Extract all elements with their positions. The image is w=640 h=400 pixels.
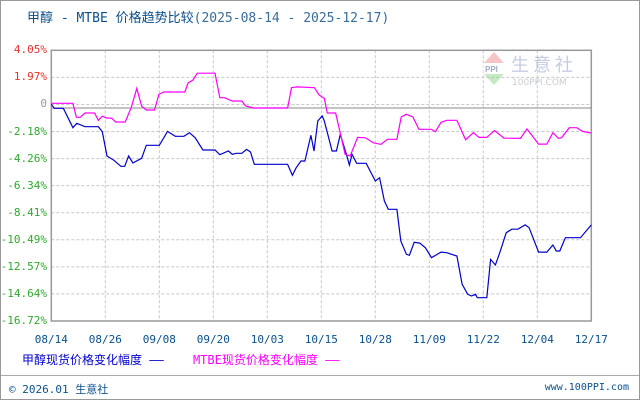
title-date-range: (2025-08-14 - 2025-12-17) [193,11,390,26]
y-tick-label: -16.72% [0,314,47,327]
x-tick-label: 09/20 [196,333,230,346]
legend-series2: MTBE现货价格变化幅度 —— [192,353,340,367]
title-main: 甲醇 - MTBE 价格趋势比较 [27,11,194,26]
x-tick-label: 12/04 [520,333,554,346]
y-tick-label: -6.34% [7,178,47,192]
site-link[interactable]: www.100PPI.com [544,382,629,393]
copyright: © 2026.01 生意社 [9,383,109,396]
x-tick-label: 10/28 [358,333,392,346]
chart-title: 甲醇 - MTBE 价格趋势比较(2025-08-14 - 2025-12-17… [27,7,389,26]
y-tick-label: -2.18% [7,124,47,138]
x-tick-label: 09/08 [142,333,176,346]
svg-text:PPI: PPI [485,65,498,74]
methanol-series-line [50,103,592,299]
y-tick-label: -12.57% [0,259,47,273]
y-tick-label: 1.97% [13,70,47,84]
y-tick-label: -4.26% [7,151,47,165]
x-tick-label: 10/03 [250,333,284,346]
legend: 甲醇现货价格变化幅度 —— MTBE现货价格变化幅度 —— [22,351,340,368]
y-tick-label: -14.64% [0,286,47,300]
watermark-logo: PPI 生意社 100PPI.COM [483,52,577,88]
x-tick-label: 08/26 [88,333,122,346]
footer-divider [1,375,639,376]
y-tick-label: -10.49% [0,232,47,246]
y-tick-label: -8.41% [7,205,47,219]
svg-text:100PPI.COM: 100PPI.COM [512,78,567,88]
y-tick-label: 0 [40,97,47,111]
x-tick-label: 11/09 [412,333,446,346]
x-tick-label: 11/22 [466,333,500,346]
svg-text:生意社: 生意社 [511,55,577,76]
x-tick-label: 10/15 [304,333,338,346]
x-tick-label: 08/14 [34,333,68,346]
plot-border [50,49,593,322]
x-tick-label: 12/17 [574,333,608,346]
y-tick-label: 4.05% [13,43,47,57]
mtbe-series-line [51,72,592,157]
legend-series1: 甲醇现货价格变化幅度 —— [22,353,164,367]
